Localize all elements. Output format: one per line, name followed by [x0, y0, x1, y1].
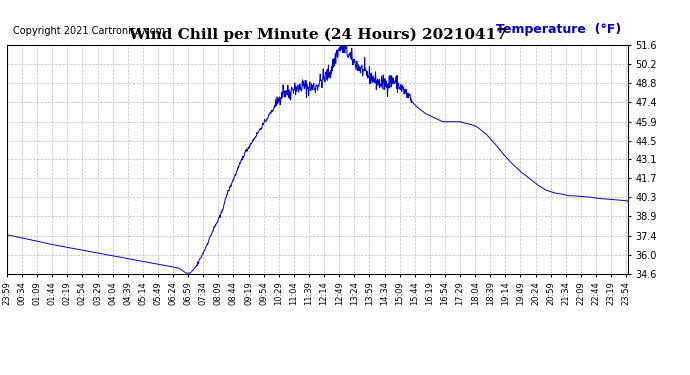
- Text: Copyright 2021 Cartronics.com: Copyright 2021 Cartronics.com: [13, 26, 165, 36]
- Text: Temperature  (°F): Temperature (°F): [496, 23, 622, 36]
- Title: Wind Chill per Minute (24 Hours) 20210417: Wind Chill per Minute (24 Hours) 2021041…: [128, 28, 507, 42]
